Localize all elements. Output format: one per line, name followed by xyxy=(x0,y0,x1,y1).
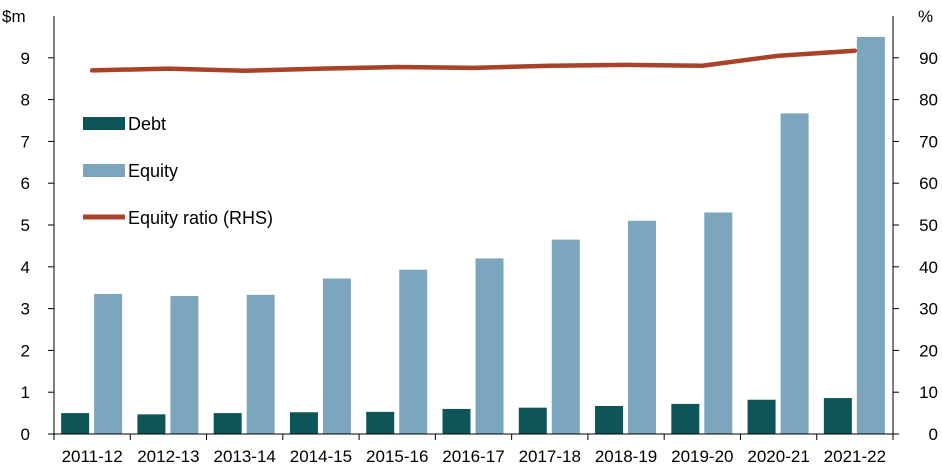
x-tick-label: 2021-22 xyxy=(824,447,886,466)
equity-bar xyxy=(628,220,657,434)
equity-bar xyxy=(170,296,199,434)
legend-label-debt: Debt xyxy=(128,114,166,134)
left-axis-unit: $m xyxy=(2,7,26,26)
left-tick-label: 4 xyxy=(21,258,30,277)
equity-ratio-line xyxy=(89,48,858,74)
right-tick-label: 50 xyxy=(919,216,938,235)
equity-bar xyxy=(475,258,504,434)
equity-bar xyxy=(246,294,275,434)
right-tick-label: 10 xyxy=(919,383,938,402)
debt-bar xyxy=(823,398,852,434)
equity-bar xyxy=(94,293,123,434)
x-tick-label: 2015-16 xyxy=(366,447,428,466)
right-tick-label: 0 xyxy=(929,425,938,444)
x-tick-label: 2014-15 xyxy=(290,447,352,466)
x-axis-ticks: 2011-12 2012-13 2013-14 2014-15 2015-16 2016-… xyxy=(53,434,894,466)
equity-bar xyxy=(856,36,885,435)
equity-bar xyxy=(704,212,733,434)
debt-bar xyxy=(213,413,242,434)
right-axis-ticks: 0 10 20 30 40 50 60 70 80 90 xyxy=(893,49,938,444)
debt-bar xyxy=(289,412,318,434)
right-tick-label: 30 xyxy=(919,300,938,319)
left-axis-ticks: 0 1 2 3 4 5 6 7 8 9 xyxy=(21,49,54,444)
right-tick-label: 80 xyxy=(919,91,938,110)
left-tick-label: 3 xyxy=(21,300,30,319)
equity-bar xyxy=(399,269,428,434)
left-tick-label: 1 xyxy=(21,383,30,402)
left-tick-label: 6 xyxy=(21,174,30,193)
x-tick-label: 2011-12 xyxy=(62,447,123,466)
legend-label-equity: Equity xyxy=(128,161,178,181)
x-tick-label: 2018-19 xyxy=(595,447,657,466)
equity-bar xyxy=(322,278,351,434)
left-tick-label: 5 xyxy=(21,216,30,235)
debt-bar xyxy=(366,411,395,434)
left-tick-label: 0 xyxy=(21,425,30,444)
legend-swatch-equity xyxy=(83,164,125,177)
debt-bar xyxy=(518,407,547,434)
right-tick-label: 60 xyxy=(919,174,938,193)
debt-bar xyxy=(671,403,700,434)
legend: Debt Equity Equity ratio (RHS) xyxy=(83,114,273,228)
debt-bar xyxy=(595,405,624,434)
axes xyxy=(53,16,894,435)
debt-bar xyxy=(442,408,471,434)
equity-bar xyxy=(780,113,809,435)
right-tick-label: 20 xyxy=(919,341,938,360)
legend-label-equity-ratio: Equity ratio (RHS) xyxy=(128,208,273,228)
legend-swatch-debt xyxy=(83,117,125,130)
equity-ratio-line-layer xyxy=(89,48,858,74)
right-axis-unit: % xyxy=(918,7,933,26)
debt-bar xyxy=(61,413,90,434)
x-tick-label: 2017-18 xyxy=(519,447,581,466)
bars xyxy=(61,36,885,435)
right-tick-label: 40 xyxy=(919,258,938,277)
x-tick-label: 2019-20 xyxy=(671,447,733,466)
debt-bar xyxy=(137,414,166,434)
x-tick-label: 2016-17 xyxy=(442,447,504,466)
x-tick-label: 2012-13 xyxy=(137,447,199,466)
left-tick-label: 2 xyxy=(21,341,30,360)
right-tick-label: 70 xyxy=(919,132,938,151)
left-tick-label: 7 xyxy=(21,132,30,151)
x-tick-label: 2013-14 xyxy=(213,447,275,466)
left-tick-label: 8 xyxy=(21,91,30,110)
equity-bar xyxy=(551,239,580,434)
debt-bar xyxy=(747,399,776,434)
left-tick-label: 9 xyxy=(21,49,30,68)
x-tick-label: 2020-21 xyxy=(747,447,809,466)
right-tick-label: 90 xyxy=(919,49,938,68)
